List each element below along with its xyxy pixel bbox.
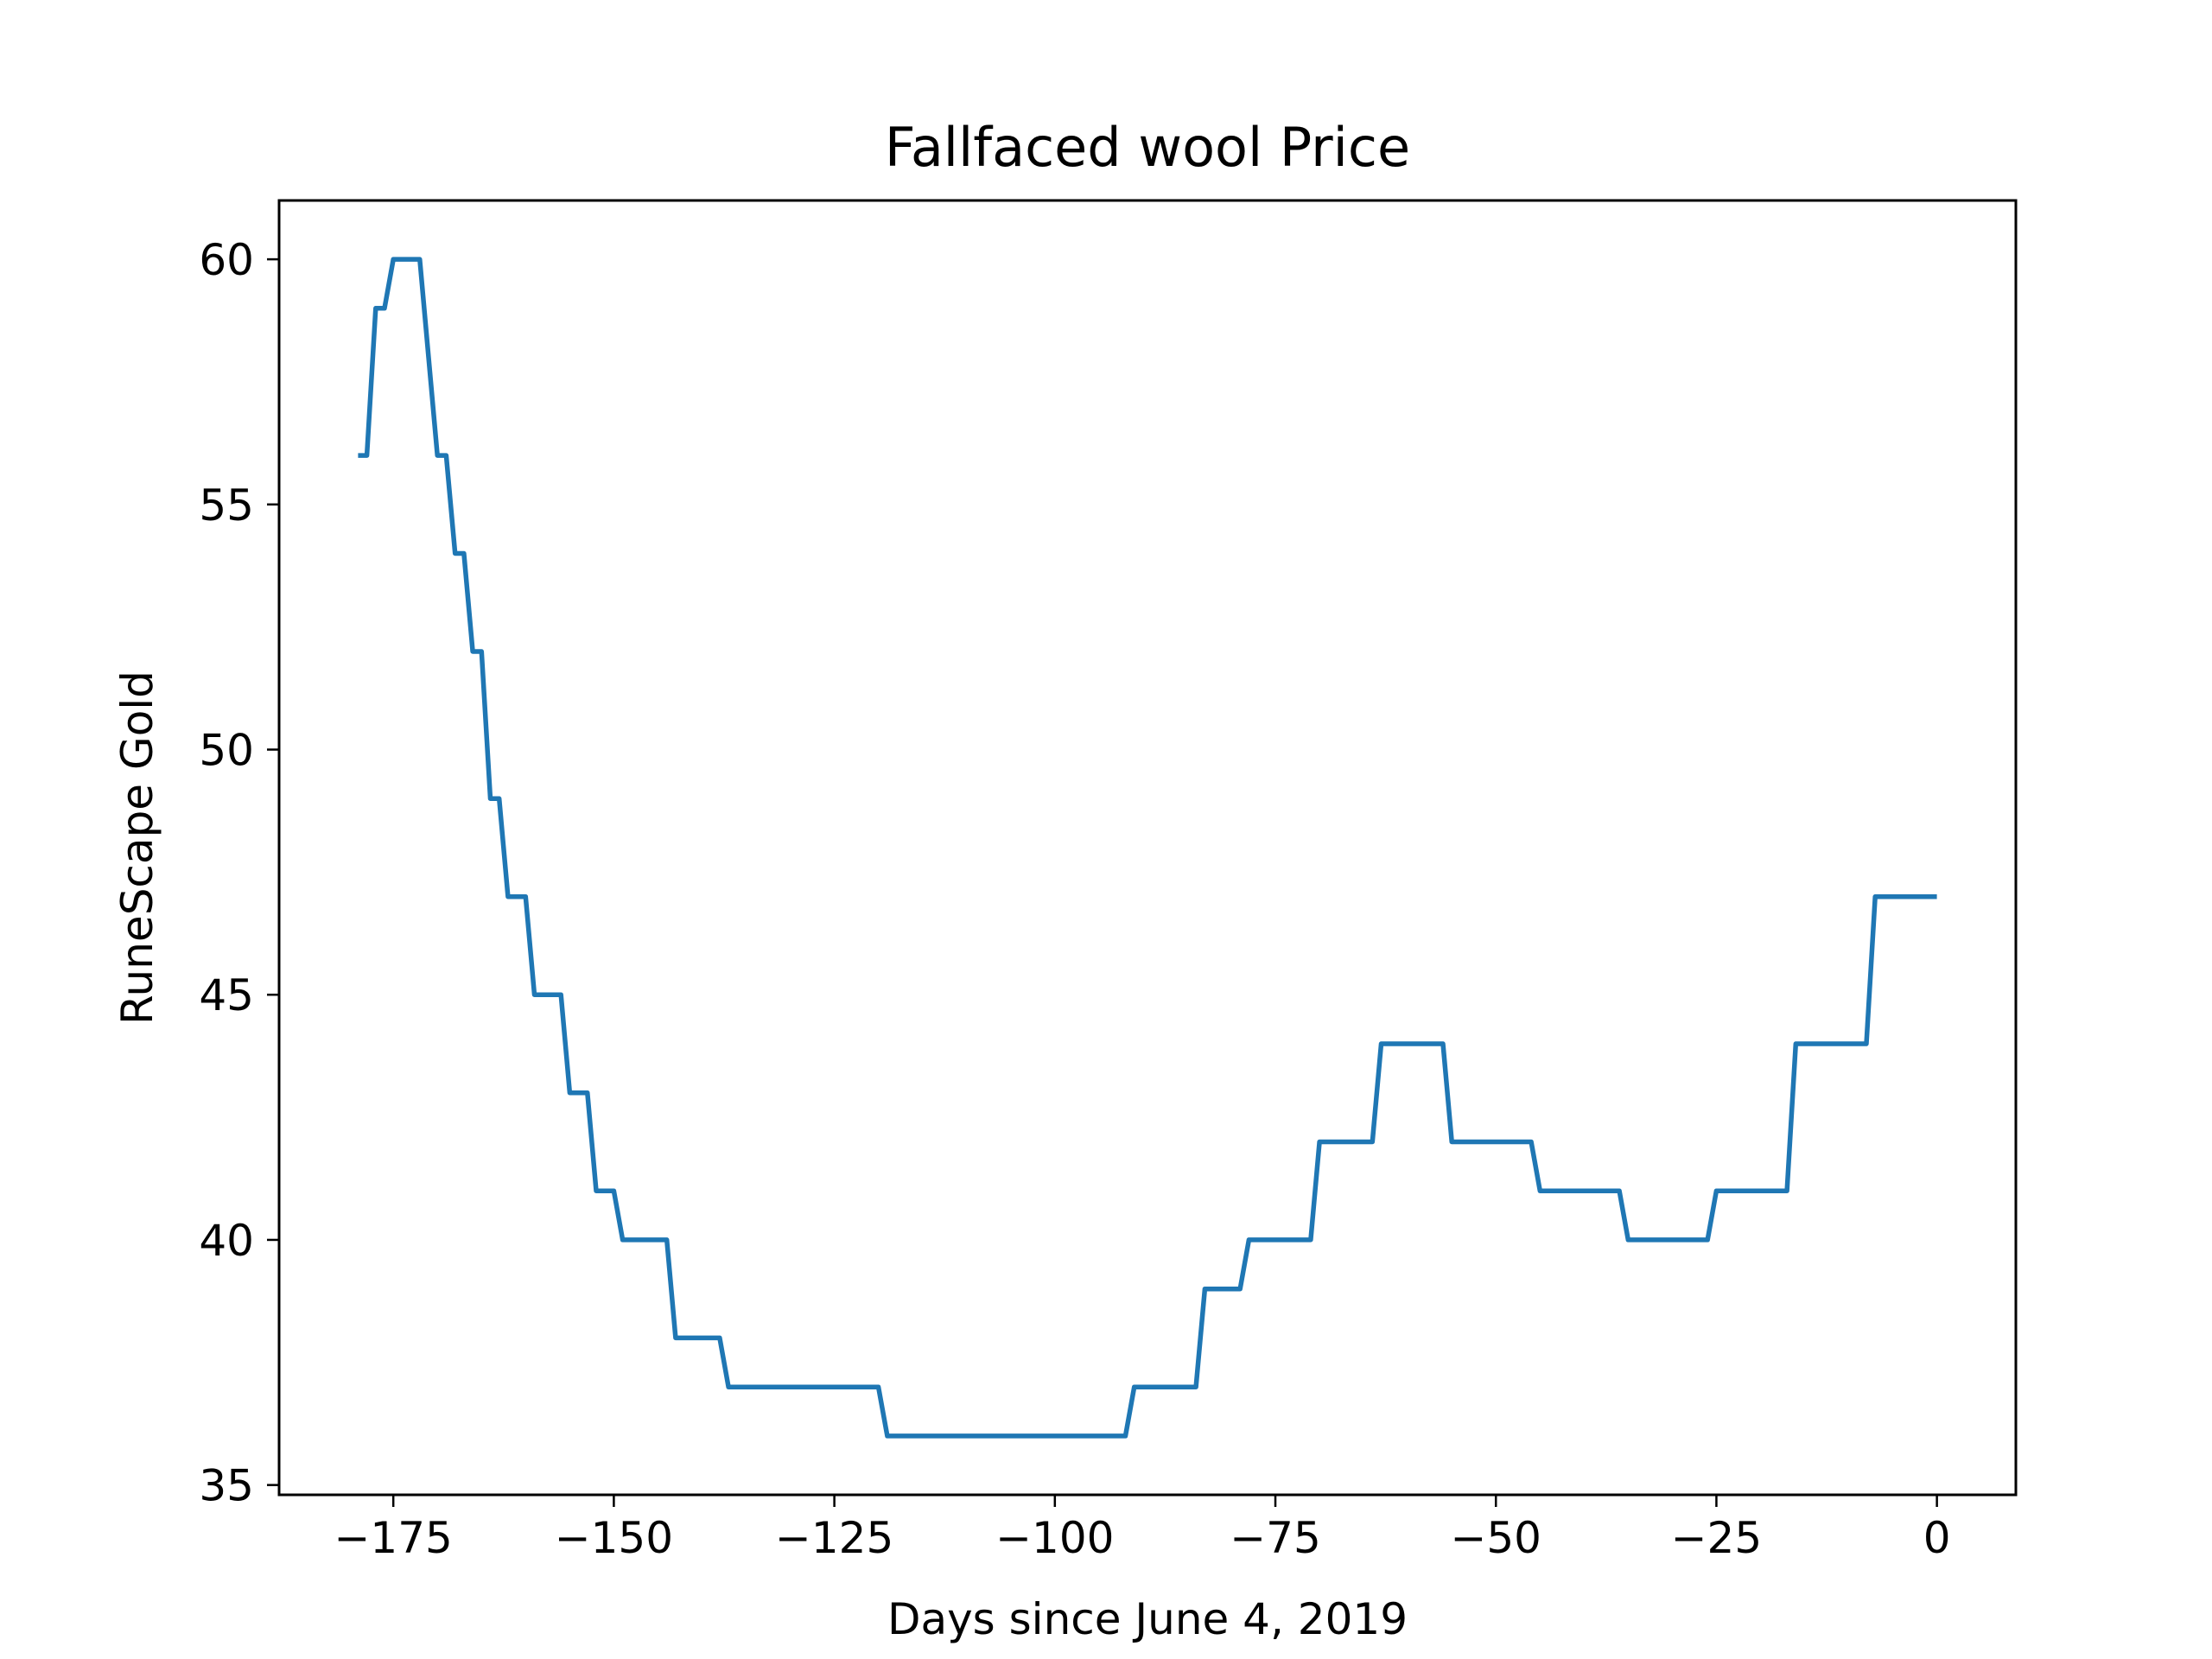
x-tick-label: −175 <box>334 1513 453 1563</box>
y-tick-label: 35 <box>199 1461 254 1511</box>
y-axis-ticks: 35 40 45 50 55 60 <box>199 235 279 1511</box>
y-tick-label: 45 <box>199 970 254 1020</box>
y-tick-label: 40 <box>199 1216 254 1266</box>
x-tick-label: −125 <box>775 1513 893 1563</box>
x-tick-label: 0 <box>1923 1513 1951 1563</box>
x-axis-ticks: −175 −150 −125 −100 −75 −50 −25 0 <box>334 1495 1951 1563</box>
y-tick-label: 55 <box>199 480 254 531</box>
x-tick-label: −25 <box>1671 1513 1763 1563</box>
x-tick-label: −100 <box>995 1513 1114 1563</box>
y-tick-label: 60 <box>199 235 254 285</box>
y-tick-label: 50 <box>199 726 254 776</box>
x-tick-label: −75 <box>1230 1513 1321 1563</box>
y-axis-label: RuneScape Gold <box>112 671 162 1025</box>
x-tick-label: −150 <box>555 1513 673 1563</box>
price-series-line <box>358 257 1937 1439</box>
plot-area-frame <box>277 199 2018 1497</box>
x-axis-label: Days since June 4, 2019 <box>887 1594 1408 1644</box>
chart-title: Fallfaced wool Price <box>885 116 1410 179</box>
x-tick-label: −50 <box>1450 1513 1541 1563</box>
